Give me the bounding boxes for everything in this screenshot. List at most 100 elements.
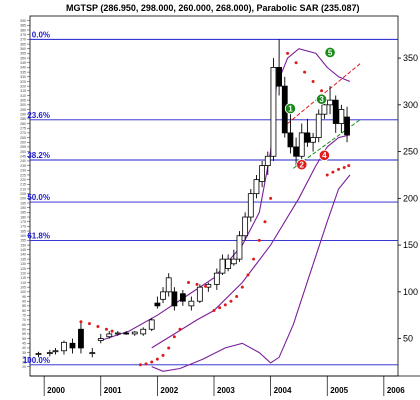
candle-body (196, 286, 203, 302)
right-price-axis: 50 100 150 200 250 300 350 (398, 53, 418, 344)
sar-dot (138, 363, 142, 367)
left-tick-label: 70 (22, 318, 26, 322)
left-tick-label: 280 (20, 122, 26, 126)
right-tick-label: 250 (403, 147, 418, 157)
parabolic-sar-series (79, 51, 351, 367)
right-tick-label: 50 (403, 334, 413, 344)
candle-body (225, 258, 232, 269)
sar-dot (263, 220, 267, 224)
candle-body (310, 137, 316, 143)
channel-upper-line (287, 62, 362, 124)
left-tick-label: 90 (22, 299, 26, 303)
sar-dot (235, 295, 239, 299)
left-tick-label: 285 (20, 117, 26, 121)
candle-body (171, 291, 178, 307)
left-tick-label: 150 (20, 243, 26, 247)
candle-body (338, 109, 345, 124)
sar-dot (155, 357, 159, 361)
candle-body (213, 272, 220, 285)
left-tick-label: 365 (20, 42, 26, 46)
left-tick-label: 190 (20, 206, 26, 210)
left-tick-label: 375 (20, 33, 26, 37)
sar-dot (104, 327, 108, 331)
candle-body (298, 132, 305, 157)
candle-body (287, 132, 294, 148)
right-tick-label: 100 (403, 287, 418, 297)
left-tick-label: 140 (20, 253, 26, 257)
wave-label-badge (315, 93, 328, 105)
candle-body (332, 99, 339, 124)
chart-title: MGTSP (286.950, 298.000, 260.000, 268.00… (66, 3, 360, 13)
candle-body (140, 328, 147, 335)
left-tick-label: 345 (20, 61, 26, 65)
sar-dot (252, 257, 256, 261)
left-tick-label: 330 (20, 75, 26, 79)
x-tick-label: 2006 (387, 386, 405, 395)
candle-body (270, 67, 277, 157)
left-tick-label: 185 (20, 211, 26, 215)
left-tick-label: 350 (20, 56, 26, 60)
left-tick-label: 95 (22, 295, 26, 299)
left-tick-label: 340 (20, 66, 26, 70)
candle-body (123, 332, 130, 335)
fib-level-label: 100.0% (23, 356, 50, 365)
fib-level-label: 0.0% (32, 30, 50, 39)
right-tick-label: 200 (403, 193, 418, 203)
sar-dot (320, 89, 324, 93)
candle-body (106, 333, 113, 338)
left-tick-label: 130 (20, 262, 26, 266)
sar-dot (240, 285, 244, 289)
left-tick-label: 210 (20, 187, 26, 191)
middle-moving-average-line (151, 134, 351, 349)
candle-body (52, 350, 59, 353)
left-tick-label: 305 (20, 98, 26, 102)
left-tick-label: 355 (20, 52, 26, 56)
candle-body (304, 132, 311, 143)
sar-dot (161, 353, 165, 357)
left-tick-label: 320 (20, 84, 26, 88)
wave-label-badge (296, 159, 308, 171)
left-tick-label: 245 (20, 155, 26, 159)
fib-level-label: 50.0% (27, 193, 50, 202)
left-tick-label: 155 (20, 239, 26, 243)
left-tick-label: 145 (20, 248, 26, 252)
left-tick-label: 240 (20, 159, 26, 163)
left-tick-label: 260 (20, 141, 26, 145)
left-tick-label: 120 (20, 271, 26, 275)
left-tick-label: 135 (20, 257, 26, 261)
x-tick-label: 2002 (160, 386, 178, 395)
left-tick-label: 20 (22, 365, 26, 369)
left-tick-label: 45 (22, 342, 26, 346)
candle-body (89, 352, 96, 355)
sar-dot (150, 360, 154, 364)
fib-level-label: 61.8% (27, 231, 50, 240)
left-tick-label: 55 (22, 332, 26, 336)
sar-dot (178, 327, 182, 331)
candlestick-series (35, 39, 350, 358)
candle-body (264, 155, 271, 167)
x-tick-label: 2003 (217, 386, 235, 395)
right-tick-label: 300 (403, 100, 418, 110)
sar-dot (342, 165, 346, 169)
left-tick-label: 220 (20, 178, 26, 182)
time-axis: 2000 2001 2002 2003 2004 2005 2006 (43, 376, 405, 396)
candle-body (35, 353, 42, 355)
left-tick-label: 80 (22, 309, 26, 313)
candle-body (344, 116, 350, 136)
sar-dot (96, 324, 100, 328)
left-tick-label: 75 (22, 314, 26, 318)
sar-dot (331, 170, 335, 174)
left-tick-label: 125 (20, 267, 26, 271)
candle-body (315, 113, 322, 138)
candle-body (114, 332, 121, 335)
candle-body (69, 342, 76, 349)
candle-body (230, 258, 237, 265)
left-tick-label: 205 (20, 192, 26, 196)
candle-body (219, 258, 226, 274)
sar-dot (218, 306, 222, 310)
candle-body (242, 216, 249, 237)
candle-body (97, 338, 104, 341)
wave-label-badge (284, 102, 297, 115)
left-tick-label: 380 (20, 28, 26, 32)
